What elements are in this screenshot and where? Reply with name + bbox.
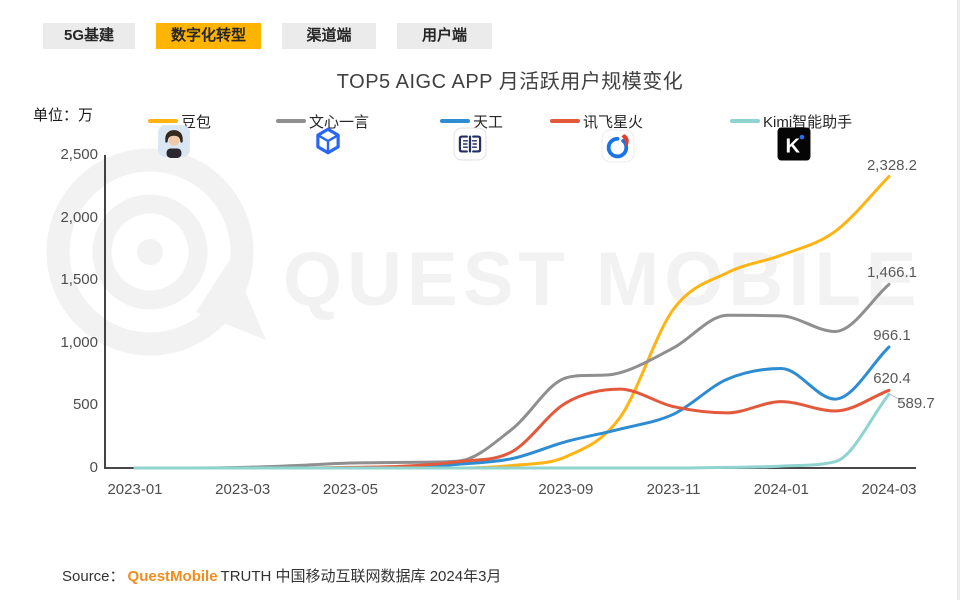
tiangong-app-icon xyxy=(453,127,487,161)
tab-digital-transformation[interactable]: 数字化转型 xyxy=(156,23,261,49)
y-tick-label: 500 xyxy=(72,396,98,414)
y-tick-label: 2,000 xyxy=(60,208,98,226)
series-line-天工 xyxy=(133,345,891,470)
source-prefix: Source： xyxy=(62,568,125,585)
legend-label: Kimi智能助手 xyxy=(763,113,853,131)
tab-channel-side[interactable]: 渠道端 xyxy=(282,23,376,49)
series-line-文心一言 xyxy=(133,282,891,470)
chart-axes xyxy=(104,155,916,469)
x-tick-label: 2024-03 xyxy=(861,481,917,498)
legend-item-kimi: Kimi智能助手 xyxy=(730,112,853,131)
kimi-line-swatch xyxy=(730,119,760,123)
legend-label: 天工 xyxy=(473,113,504,131)
unit-label: 单位：万 xyxy=(33,107,94,124)
wenxin-app-icon xyxy=(316,127,340,155)
x-tick-label: 2023-01 xyxy=(107,481,163,498)
tab-5g-infrastructure[interactable]: 5G基建 xyxy=(43,23,135,49)
x-tick-label: 2023-11 xyxy=(646,481,701,498)
legend-label: 讯飞星火 xyxy=(583,113,644,131)
end-value-label: 589.7 xyxy=(897,395,935,413)
tiangong-line-swatch xyxy=(440,119,470,123)
y-tick-label: 1,500 xyxy=(60,271,98,289)
y-tick-label: 0 xyxy=(89,459,98,476)
legend-item-wenxin: 文心一言 xyxy=(276,112,370,131)
source-line: Source： QuestMobile TRUTH 中国移动互联网数据库 2024年… xyxy=(62,565,501,586)
end-value-label: 966.1 xyxy=(873,327,911,345)
end-value-label: 2,328.2 xyxy=(866,156,918,174)
y-tick-label: 2,500 xyxy=(60,146,98,163)
legend-item-doubao: 豆包 xyxy=(148,112,212,131)
svg-text:K: K xyxy=(786,136,801,158)
end-value-label: 620.4 xyxy=(873,370,911,388)
series-line-Kimi智能助手 xyxy=(133,392,891,470)
watermark-text: QUEST MOBILE xyxy=(283,237,922,322)
legend-item-xunfei: 讯飞星火 xyxy=(550,112,644,131)
xunfei-app-icon xyxy=(601,129,635,163)
x-tick-label: 2024-01 xyxy=(753,481,809,498)
doubao-line-swatch xyxy=(148,119,178,123)
x-tick-label: 2023-05 xyxy=(322,481,378,498)
legend-item-tiangong: 天工 xyxy=(440,112,504,131)
tab-user-side[interactable]: 用户端 xyxy=(397,23,492,49)
x-tick-label: 2023-09 xyxy=(538,481,594,498)
xunfei-line-swatch xyxy=(550,119,580,123)
label-leader-line xyxy=(888,393,904,402)
legend-label: 豆包 xyxy=(181,113,212,131)
x-tick-label: 2023-03 xyxy=(215,481,271,498)
source-suffix: TRUTH 中国移动互联网数据库 2024年3月 xyxy=(220,568,502,585)
y-tick-label: 1,000 xyxy=(60,333,98,351)
kimi-app-icon: K xyxy=(777,127,811,161)
doubao-app-icon xyxy=(158,125,190,158)
series-line-豆包 xyxy=(133,175,891,470)
source-brand: QuestMobile xyxy=(127,568,218,585)
page-edge xyxy=(957,0,960,600)
end-value-label: 1,466.1 xyxy=(866,264,918,282)
x-tick-label: 2023-07 xyxy=(430,481,486,498)
tab-bar: 5G基建 数字化转型 渠道端 用户端 xyxy=(43,23,492,49)
wenxin-line-swatch xyxy=(276,119,306,123)
chart-title: TOP5 AIGC APP 月活跃用户规模变化 xyxy=(336,71,684,93)
legend-label: 文心一言 xyxy=(309,113,370,131)
